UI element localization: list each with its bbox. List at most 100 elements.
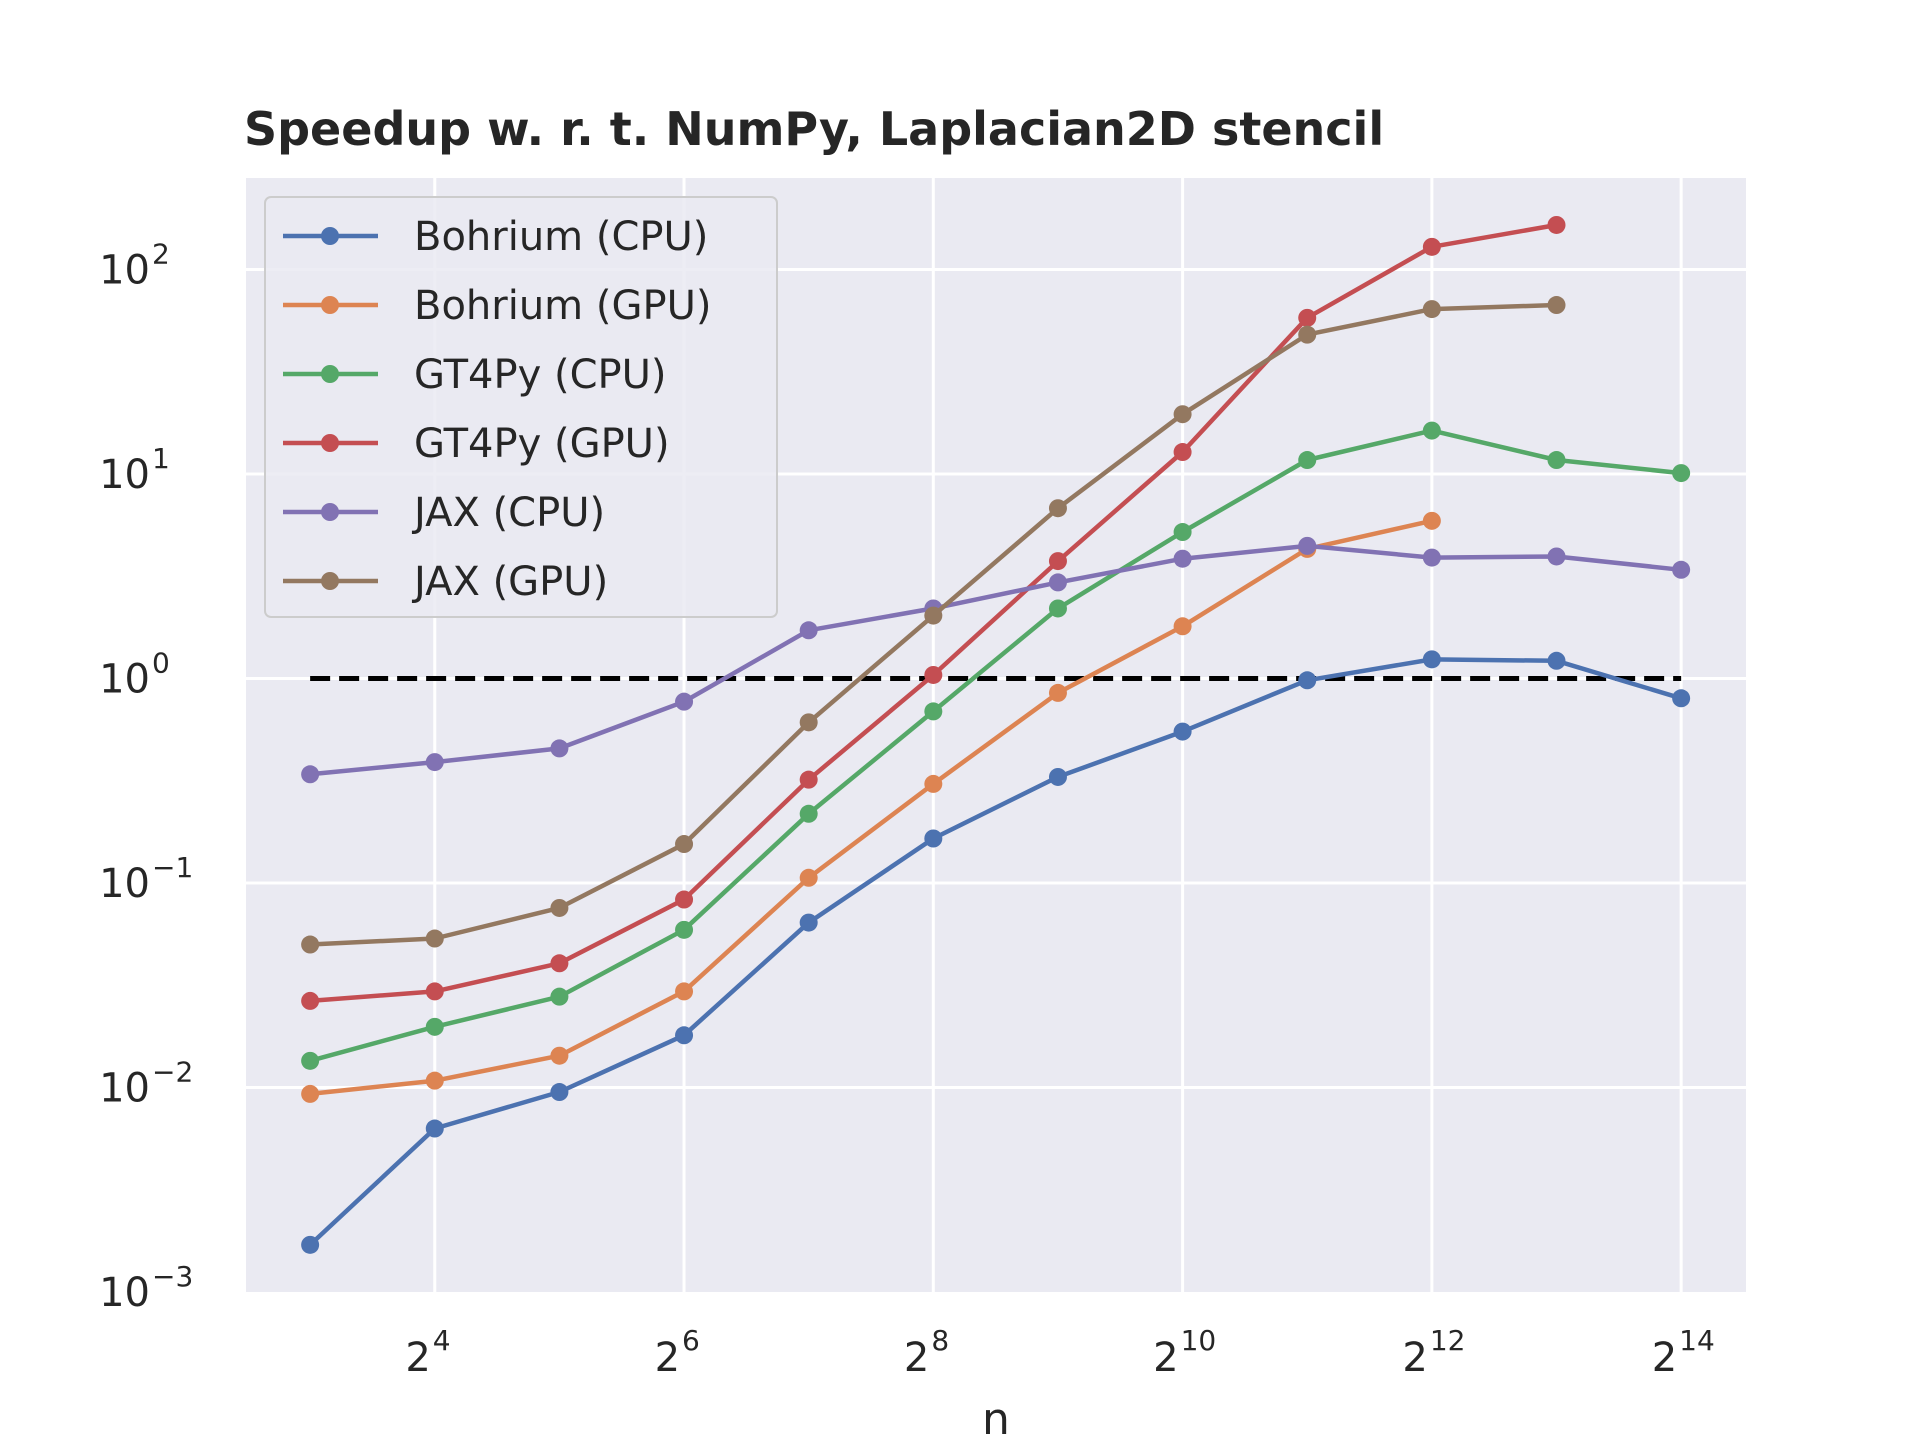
data-point (1547, 547, 1566, 566)
data-point (425, 1119, 444, 1138)
data-point (301, 765, 320, 784)
data-point (675, 982, 694, 1001)
data-point (1422, 421, 1441, 440)
data-point (1547, 215, 1566, 234)
legend-marker (321, 227, 339, 245)
data-point (550, 1083, 569, 1102)
data-point (675, 835, 694, 854)
x-tick-base: 2 (904, 1335, 929, 1381)
chart-title: Speedup w. r. t. NumPy, Laplacian2D sten… (244, 102, 1384, 156)
x-tick-base: 2 (405, 1335, 430, 1381)
data-point (425, 1017, 444, 1036)
legend-marker (321, 365, 339, 383)
data-point (550, 1046, 569, 1065)
legend-entry: GT4Py (CPU) (283, 352, 667, 398)
series-line (307, 518, 1435, 1097)
data-point (675, 890, 694, 909)
legend-label: Bohrium (CPU) (414, 214, 708, 260)
data-point (1173, 549, 1192, 568)
data-point (301, 1084, 320, 1103)
y-tick-label: 10 0 (99, 646, 170, 702)
data-point (924, 702, 943, 721)
data-point (675, 920, 694, 939)
data-point (425, 929, 444, 948)
data-point (924, 829, 943, 848)
y-tick-exponent: −2 (152, 1055, 193, 1088)
data-point (301, 935, 320, 954)
legend: Bohrium (CPU) Bohrium (GPU) GT4Py (CPU) GT4… (264, 196, 778, 618)
data-point (1298, 325, 1317, 344)
data-point (301, 1051, 320, 1070)
data-point (1672, 464, 1691, 483)
y-tick-label: 10 −2 (99, 1055, 193, 1111)
data-point (1173, 523, 1192, 542)
x-tick-label: 2 14 (1652, 1324, 1715, 1381)
data-point (1298, 536, 1317, 555)
data-point (1173, 405, 1192, 424)
data-point (1173, 443, 1192, 462)
y-tick-label: 10 1 (99, 442, 170, 498)
series-line (307, 428, 1684, 1064)
y-tick-exponent: −3 (152, 1260, 193, 1293)
y-tick-base: 10 (99, 1270, 150, 1316)
series-line (307, 657, 1684, 1248)
x-tick-base: 2 (1402, 1335, 1427, 1381)
y-tick-exponent: 2 (152, 237, 170, 270)
series-2 (301, 421, 1691, 1070)
data-point (1048, 599, 1067, 618)
series-3 (301, 215, 1566, 1010)
data-point (425, 753, 444, 772)
legend-marker (321, 503, 339, 521)
data-point (1173, 722, 1192, 741)
y-tick-base: 10 (99, 861, 150, 907)
legend-entry: Bohrium (CPU) (283, 214, 708, 260)
y-tick-base: 10 (99, 452, 150, 498)
x-tick-exponent: 8 (931, 1324, 949, 1357)
data-point (425, 982, 444, 1001)
legend-marker (321, 434, 339, 452)
series-line (307, 543, 1684, 777)
data-point (550, 987, 569, 1006)
data-point (924, 665, 943, 684)
y-tick-label: 10 −1 (99, 851, 193, 907)
legend-label: JAX (CPU) (411, 490, 605, 536)
legend-entry: JAX (GPU) (283, 559, 608, 605)
x-tick-exponent: 14 (1679, 1324, 1715, 1357)
data-point (550, 898, 569, 917)
data-point (1173, 617, 1192, 636)
y-tick-exponent: 1 (152, 442, 170, 475)
data-point (1298, 671, 1317, 690)
data-point (425, 1071, 444, 1090)
x-tick-exponent: 12 (1430, 1324, 1466, 1357)
x-tick-label: 2 12 (1402, 1324, 1465, 1381)
x-tick-base: 2 (1652, 1335, 1677, 1381)
data-point (675, 692, 694, 711)
data-point (799, 713, 818, 732)
y-tick-base: 10 (99, 247, 150, 293)
series-0 (301, 650, 1691, 1254)
data-point (1048, 499, 1067, 518)
y-tick-base: 10 (99, 1065, 150, 1111)
data-point (1422, 237, 1441, 256)
data-point (301, 1235, 320, 1254)
data-point (924, 606, 943, 625)
data-point (1048, 573, 1067, 592)
data-point (1048, 552, 1067, 571)
y-tick-label: 10 −3 (99, 1260, 193, 1316)
legend-box (264, 196, 778, 618)
data-point (799, 868, 818, 887)
x-tick-label: 2 10 (1153, 1324, 1216, 1381)
data-point (550, 954, 569, 973)
data-point (799, 913, 818, 932)
x-tick-exponent: 10 (1181, 1324, 1217, 1357)
x-tick-exponent: 4 (433, 1324, 451, 1357)
legend-label: JAX (GPU) (411, 559, 608, 605)
data-point (550, 739, 569, 758)
series-5 (301, 296, 1566, 954)
data-point (1048, 683, 1067, 702)
